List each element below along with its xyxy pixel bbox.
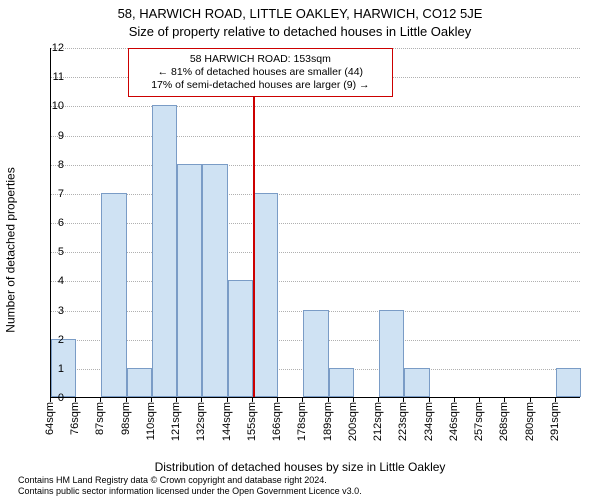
y-tick-label: 10: [44, 100, 64, 112]
x-tick-label: 212sqm: [372, 402, 384, 441]
histogram-bar: [177, 164, 202, 397]
y-tick-label: 12: [44, 42, 64, 54]
y-axis-label: Number of detached properties: [2, 0, 20, 500]
gridline: [51, 136, 580, 137]
histogram-bar: [127, 368, 152, 397]
gridline: [51, 165, 580, 166]
x-tick-label: 189sqm: [322, 402, 334, 441]
x-tick-label: 121sqm: [170, 402, 182, 441]
x-tick-label: 280sqm: [524, 402, 536, 441]
annotation-line: 17% of semi-detached houses are larger (…: [135, 79, 386, 92]
y-tick-label: 6: [44, 217, 64, 229]
y-tick-label: 8: [44, 159, 64, 171]
annotation-line: ← 81% of detached houses are smaller (44…: [135, 66, 386, 79]
histogram-bar: [303, 310, 328, 398]
footer-attribution: Contains HM Land Registry data © Crown c…: [18, 475, 594, 496]
histogram-bar: [379, 310, 404, 398]
gridline: [51, 281, 580, 282]
x-tick-label: 155sqm: [246, 402, 258, 441]
chart-title: Size of property relative to detached ho…: [0, 24, 600, 39]
x-tick-label: 200sqm: [347, 402, 359, 441]
histogram-bar: [101, 193, 126, 397]
footer-line: Contains public sector information licen…: [18, 486, 594, 496]
y-tick-label: 1: [44, 363, 64, 375]
x-tick-label: 223sqm: [397, 402, 409, 441]
histogram-bar: [556, 368, 581, 397]
histogram-bar: [228, 280, 253, 397]
x-tick-label: 87sqm: [94, 402, 106, 435]
x-tick-label: 291sqm: [549, 402, 561, 441]
footer-line: Contains HM Land Registry data © Crown c…: [18, 475, 594, 485]
x-tick-label: 234sqm: [423, 402, 435, 441]
annotation-line: 58 HARWICH ROAD: 153sqm: [135, 53, 386, 66]
x-tick-label: 144sqm: [221, 402, 233, 441]
x-tick-label: 268sqm: [498, 402, 510, 441]
reference-line: [253, 48, 255, 397]
y-tick-label: 11: [44, 71, 64, 83]
histogram-bar: [329, 368, 354, 397]
histogram-bar: [152, 105, 177, 397]
histogram-bar: [202, 164, 227, 397]
y-tick-label: 7: [44, 188, 64, 200]
x-tick-label: 98sqm: [120, 402, 132, 435]
x-tick-label: 257sqm: [473, 402, 485, 441]
x-tick-label: 166sqm: [271, 402, 283, 441]
plot-area: 58 HARWICH ROAD: 153sqm← 81% of detached…: [50, 48, 580, 398]
annotation-box: 58 HARWICH ROAD: 153sqm← 81% of detached…: [128, 48, 393, 97]
y-tick-label: 3: [44, 305, 64, 317]
x-tick-label: 110sqm: [145, 402, 157, 440]
gridline: [51, 106, 580, 107]
y-tick-label: 4: [44, 275, 64, 287]
x-tick-label: 246sqm: [448, 402, 460, 441]
histogram-bar: [404, 368, 429, 397]
y-tick-label: 2: [44, 334, 64, 346]
gridline: [51, 194, 580, 195]
histogram-bar: [253, 193, 278, 397]
x-tick-label: 76sqm: [69, 402, 81, 435]
chart-supertitle: 58, HARWICH ROAD, LITTLE OAKLEY, HARWICH…: [0, 6, 600, 21]
gridline: [51, 223, 580, 224]
x-tick-label: 64sqm: [44, 402, 56, 435]
chart-container: 58, HARWICH ROAD, LITTLE OAKLEY, HARWICH…: [0, 0, 600, 500]
x-axis-label: Distribution of detached houses by size …: [0, 460, 600, 474]
x-tick-label: 132sqm: [195, 402, 207, 441]
y-tick-label: 9: [44, 130, 64, 142]
x-tick-label: 178sqm: [296, 402, 308, 441]
y-tick-label: 5: [44, 246, 64, 258]
gridline: [51, 252, 580, 253]
